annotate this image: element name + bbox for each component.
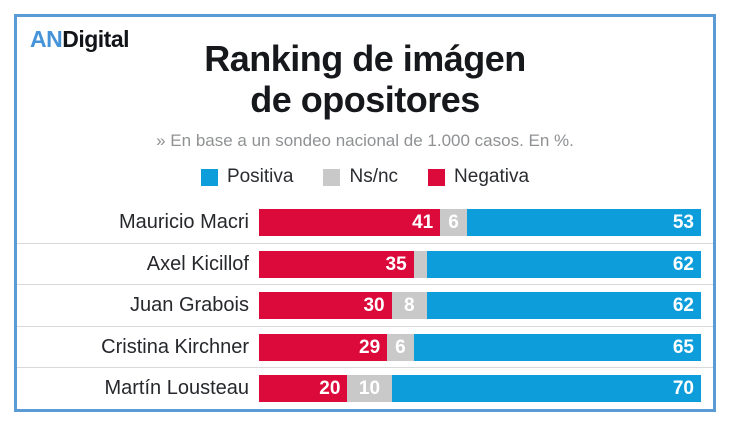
bar-value: 29 bbox=[359, 336, 381, 358]
chart-row: Cristina Kirchner 29 6 65 bbox=[17, 325, 713, 368]
bar-segment-positiva: 53 bbox=[466, 209, 701, 237]
bar-track: 20 10 70 bbox=[259, 375, 701, 403]
bar-segment-negativa: 41 bbox=[259, 209, 441, 237]
bar-segment-nsnc: 6 bbox=[440, 209, 467, 237]
legend-item-positiva: Positiva bbox=[200, 166, 294, 188]
bar-segment-negativa: 35 bbox=[259, 250, 414, 278]
chart-row: Juan Grabois 30 8 62 bbox=[17, 284, 713, 326]
bar-value: 6 bbox=[448, 212, 459, 234]
legend-item-negativa: Negativa bbox=[428, 166, 529, 188]
chart-title-line2: de opositores bbox=[250, 78, 480, 120]
legend-swatch bbox=[428, 168, 446, 186]
bar-value: 62 bbox=[672, 253, 694, 275]
chart-row: Mauricio Macri 41 6 53 bbox=[17, 202, 713, 243]
logo-suffix: Digital bbox=[62, 26, 130, 52]
chart-title-line1: Ranking de imágen bbox=[204, 38, 526, 79]
bar-track: 30 8 62 bbox=[259, 292, 701, 320]
bar-segment-nsnc: 10 bbox=[347, 375, 392, 403]
bar-value: 70 bbox=[672, 378, 694, 400]
bar-value: 65 bbox=[672, 336, 694, 358]
bar-segment-negativa: 30 bbox=[259, 292, 392, 320]
bar-value: 10 bbox=[358, 378, 381, 400]
bar-value: 6 bbox=[395, 336, 406, 358]
logo-prefix: AN bbox=[30, 26, 63, 52]
bar-segment-nsnc: 8 bbox=[391, 292, 427, 320]
chart-legend: Positiva Ns/nc Negativa bbox=[17, 166, 713, 188]
bar-track: 41 6 53 bbox=[259, 209, 701, 237]
bar-value: 20 bbox=[319, 378, 341, 400]
legend-swatch bbox=[200, 168, 218, 186]
bar-value: 62 bbox=[672, 295, 694, 317]
chart-subtitle: » En base a un sondeo nacional de 1.000 … bbox=[156, 131, 574, 151]
bar-segment-negativa: 29 bbox=[259, 333, 388, 361]
bar-segment-nsnc bbox=[413, 250, 427, 278]
legend-label: Negativa bbox=[454, 166, 530, 188]
category-label: Martín Lousteau bbox=[104, 377, 249, 400]
bar-segment-positiva: 70 bbox=[391, 375, 701, 403]
bar-value: 35 bbox=[385, 253, 407, 275]
bar-track: 29 6 65 bbox=[259, 333, 701, 361]
legend-swatch bbox=[323, 168, 341, 186]
chart-title: Ranking de imágen de opositores bbox=[17, 38, 713, 120]
bar-value: 8 bbox=[403, 295, 415, 317]
chart-rows: Mauricio Macri 41 6 53 Axel Kicillof 35 62 Juan… bbox=[17, 202, 713, 409]
category-label: Juan Grabois bbox=[130, 294, 249, 317]
bar-segment-positiva: 62 bbox=[426, 292, 701, 320]
bar-value: 53 bbox=[672, 212, 694, 234]
category-label: Mauricio Macri bbox=[118, 211, 249, 234]
bar-value: 30 bbox=[363, 295, 385, 317]
legend-label: Positiva bbox=[226, 166, 294, 188]
andigital-logo: ANDigital bbox=[30, 26, 130, 53]
chart-row: Martín Lousteau 20 10 70 bbox=[17, 367, 713, 409]
bar-segment-negativa: 20 bbox=[259, 375, 348, 403]
bar-segment-nsnc: 6 bbox=[387, 333, 414, 361]
legend-label: Ns/nc bbox=[349, 166, 399, 188]
chart-row: Axel Kicillof 35 62 bbox=[17, 242, 713, 285]
category-label: Axel Kicillof bbox=[146, 252, 249, 275]
bar-segment-positiva: 62 bbox=[426, 250, 701, 278]
infographic-card: ANDigital Ranking de imágen de opositore… bbox=[14, 14, 716, 412]
category-label: Cristina Kirchner bbox=[101, 335, 249, 358]
bar-value: 41 bbox=[412, 212, 434, 234]
bar-segment-positiva: 65 bbox=[413, 333, 701, 361]
bar-track: 35 62 bbox=[259, 250, 701, 278]
legend-item-ns-nc: Ns/nc bbox=[323, 166, 398, 188]
